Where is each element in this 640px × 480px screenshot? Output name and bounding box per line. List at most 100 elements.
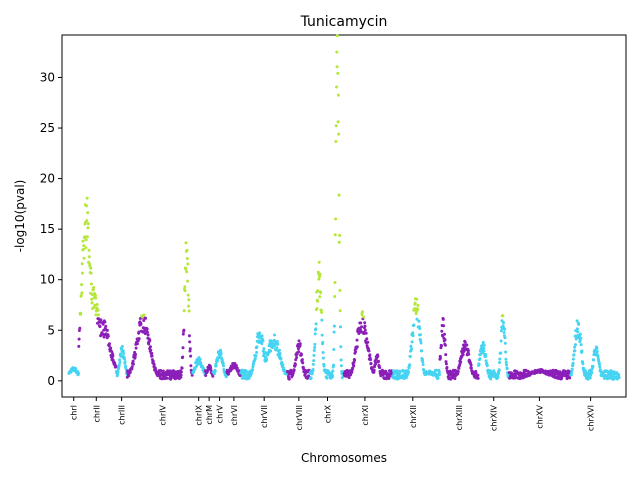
snp-point — [333, 281, 337, 284]
x-tick-label: chrI — [70, 405, 79, 420]
snp-point — [368, 353, 372, 357]
snp-point — [252, 362, 255, 366]
snp-point — [182, 328, 186, 332]
snp-point — [253, 357, 257, 360]
snp-point — [89, 266, 93, 270]
snp-point — [334, 124, 338, 128]
snp-point — [598, 365, 602, 369]
snp-point — [313, 342, 317, 346]
snp-point — [80, 262, 84, 266]
snp-point — [482, 346, 486, 350]
snp-point — [438, 373, 442, 376]
snp-point — [86, 226, 90, 230]
snp-point — [469, 363, 473, 367]
x-tick-label: chrXIII — [455, 405, 464, 430]
snp-point — [145, 327, 149, 331]
snp-point — [439, 356, 442, 360]
snp-point — [311, 362, 315, 366]
snp-point — [481, 340, 485, 344]
snp-point — [85, 196, 89, 200]
snp-point — [78, 326, 82, 330]
snp-point — [444, 360, 448, 364]
snp-point — [123, 360, 127, 364]
snp-point — [320, 318, 324, 322]
snp-point — [456, 372, 460, 376]
y-tick-label: 30 — [40, 70, 55, 84]
snp-point — [321, 356, 325, 360]
snp-point — [281, 363, 285, 367]
snp-point — [574, 343, 577, 347]
snp-point — [573, 349, 577, 353]
snp-point — [80, 283, 84, 287]
snp-point — [418, 333, 422, 337]
snp-point — [94, 313, 98, 317]
snp-point — [333, 295, 337, 298]
snp-point — [149, 345, 152, 349]
snp-point — [318, 275, 321, 279]
snp-point — [395, 369, 399, 373]
snp-point — [352, 364, 356, 368]
snp-point — [140, 315, 144, 319]
snp-point — [489, 377, 493, 381]
snp-point — [90, 297, 94, 301]
x-tick-label: chrVI — [230, 405, 239, 426]
snp-point — [568, 376, 572, 380]
snp-point — [415, 297, 419, 301]
snp-point — [84, 246, 88, 250]
snp-point — [355, 345, 359, 349]
snp-point — [347, 376, 351, 380]
snp-point — [577, 322, 581, 326]
snp-point — [275, 340, 279, 344]
snp-point — [74, 367, 78, 371]
snp-point — [578, 332, 582, 336]
snp-point — [437, 370, 441, 374]
snp-point — [418, 327, 422, 330]
snp-point — [320, 310, 324, 314]
x-tick-label: chrIII — [118, 405, 127, 425]
snp-point — [182, 309, 186, 313]
snp-point — [459, 360, 463, 364]
snp-point — [410, 347, 413, 351]
snp-point — [411, 331, 415, 335]
snp-point — [114, 365, 118, 369]
snp-point — [580, 349, 584, 353]
snp-point — [482, 343, 486, 347]
snp-point — [261, 339, 265, 343]
snp-point — [317, 260, 321, 264]
snp-point — [364, 331, 368, 335]
snp-point — [443, 338, 447, 342]
snp-point — [92, 306, 96, 309]
snp-point — [363, 328, 367, 332]
snp-point — [212, 372, 216, 376]
snp-point — [301, 361, 305, 365]
snp-point — [118, 358, 122, 362]
snp-point — [499, 329, 503, 333]
snp-point — [180, 366, 184, 370]
snp-point — [109, 346, 113, 350]
snp-point — [598, 363, 601, 367]
snp-point — [501, 324, 505, 328]
plot-frame — [61, 34, 627, 398]
y-axis-label: -log10(pval) — [13, 180, 27, 253]
snp-point — [335, 34, 339, 38]
snp-point — [183, 285, 187, 289]
snp-point — [361, 310, 364, 314]
snp-point — [411, 334, 415, 338]
snp-point — [482, 349, 486, 353]
snp-point — [466, 349, 470, 353]
snp-point — [87, 248, 91, 252]
snp-point — [336, 93, 340, 97]
snp-point — [339, 325, 342, 329]
snp-point — [421, 360, 425, 364]
snp-point — [169, 377, 173, 381]
snp-point — [105, 328, 109, 332]
snp-point — [321, 340, 325, 344]
snp-point — [571, 361, 575, 365]
snp-point — [416, 308, 420, 312]
snp-point — [353, 358, 357, 362]
snp-point — [360, 325, 364, 329]
snp-point — [311, 368, 315, 371]
snp-point — [332, 324, 336, 328]
snp-point — [247, 376, 251, 380]
snp-point — [407, 370, 410, 374]
